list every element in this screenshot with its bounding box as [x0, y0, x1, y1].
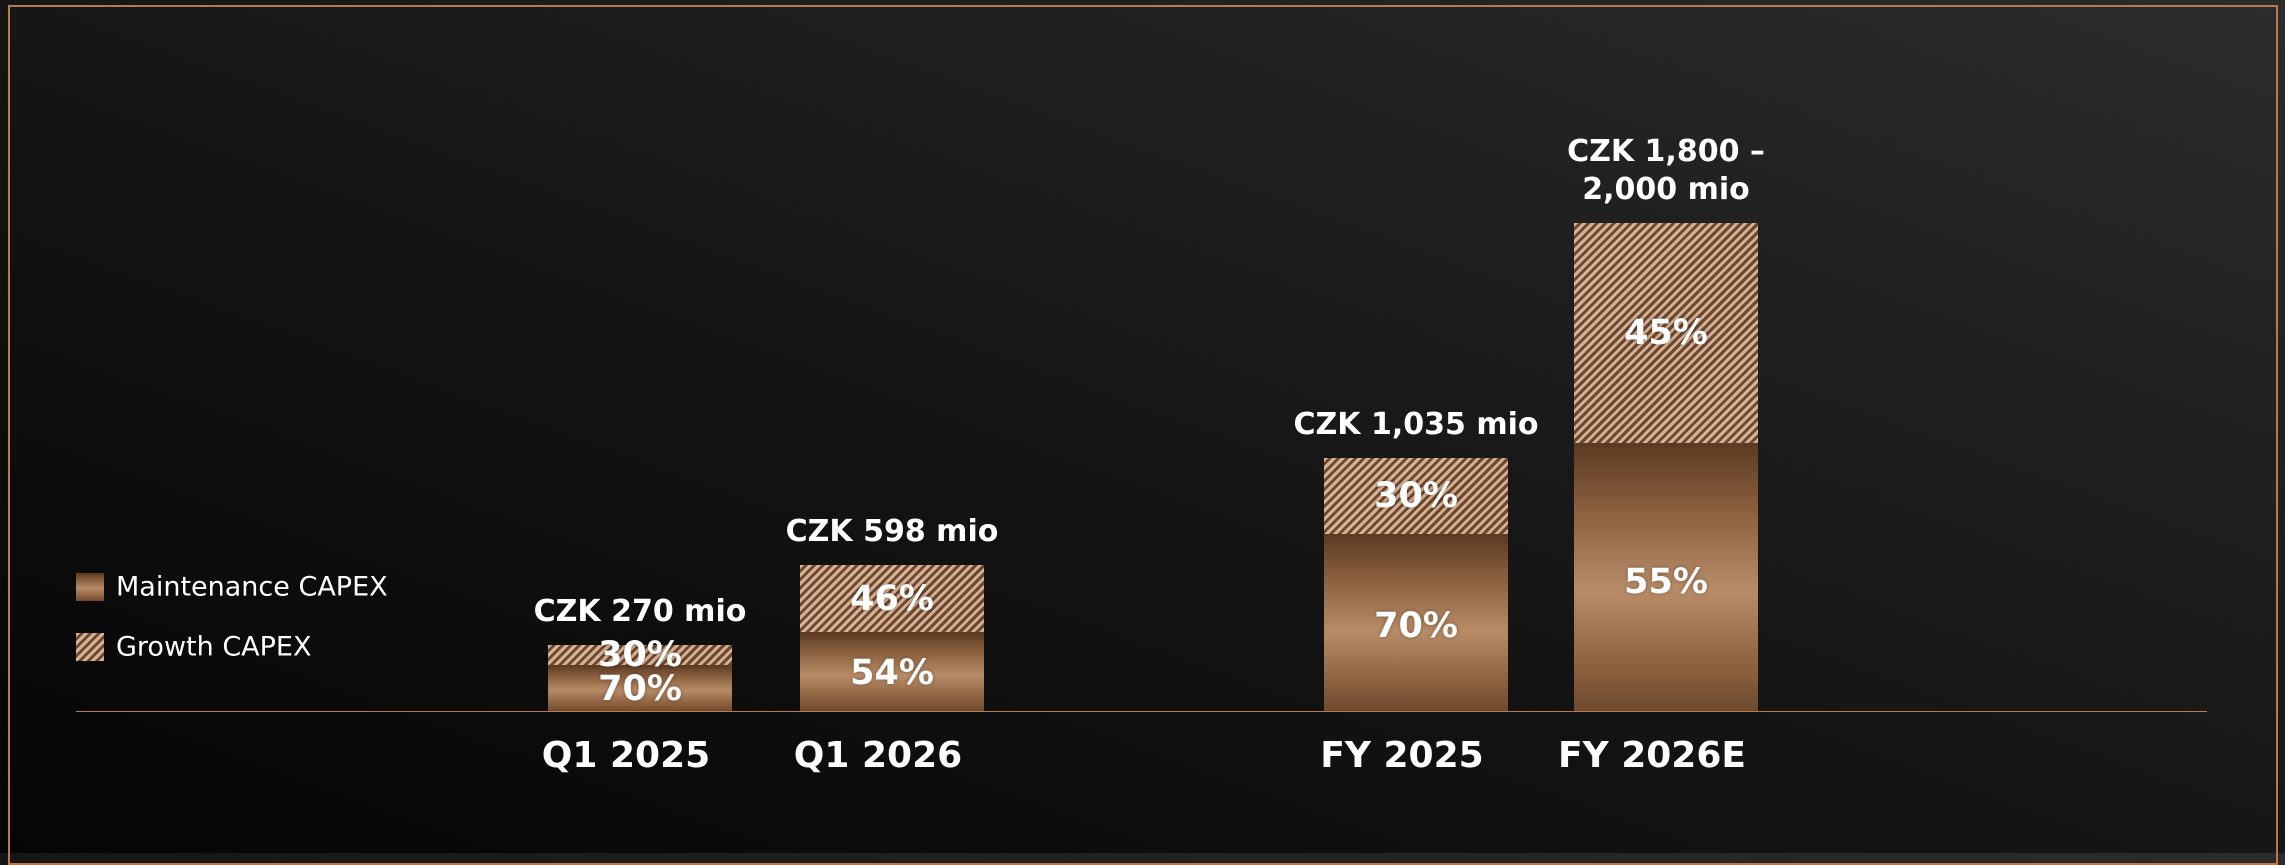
- value-label: 30%: [598, 634, 682, 675]
- x-tick-label: FY 2025: [1320, 735, 1484, 776]
- total-label: CZK 270 mio: [533, 594, 747, 630]
- bar-segment: 70%: [548, 664, 732, 711]
- bar-segment: 46%: [800, 565, 984, 633]
- x-tick-label: Q1 2026: [793, 735, 963, 776]
- x-tick-label: Q1 2025: [541, 735, 711, 776]
- x-tick-label: FY 2026E: [1558, 735, 1746, 776]
- value-label: 30%: [1374, 476, 1458, 517]
- bar-segment: 30%: [548, 635, 732, 675]
- bar-segment: 45%: [1574, 223, 1758, 443]
- legend-swatch: [76, 573, 104, 601]
- value-label: 55%: [1624, 562, 1708, 603]
- value-label: 45%: [1624, 312, 1708, 353]
- value-label: 46%: [850, 578, 934, 619]
- value-label: 70%: [1374, 606, 1458, 647]
- value-label: 54%: [850, 653, 934, 694]
- total-label: CZK 1,035 mio: [1293, 407, 1539, 443]
- total-label: CZK 598 mio: [785, 514, 999, 550]
- value-label: 70%: [598, 668, 682, 709]
- baseline: [76, 711, 2207, 712]
- bar-segment: 30%: [1324, 458, 1508, 535]
- bar-segment: 70%: [1324, 534, 1508, 711]
- bar-segment: 54%: [800, 632, 984, 711]
- legend-label: Growth CAPEX: [116, 631, 312, 663]
- legend-swatch: [76, 633, 104, 661]
- bar-segment: 55%: [1574, 442, 1758, 711]
- legend-label: Maintenance CAPEX: [116, 571, 388, 603]
- total-label: CZK 1,800 – 2,000 mio: [1567, 134, 1765, 207]
